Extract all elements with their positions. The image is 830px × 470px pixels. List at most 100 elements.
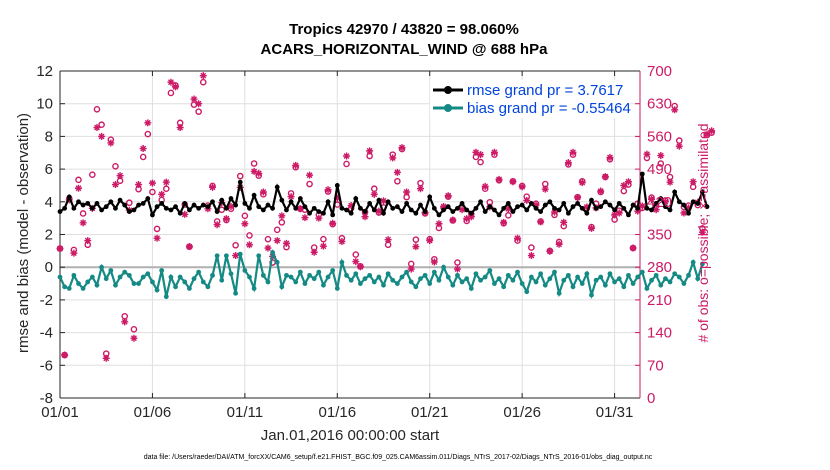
bias-point	[256, 253, 262, 259]
bias-point	[639, 269, 645, 275]
rmse-point	[478, 199, 483, 205]
bias-point	[528, 274, 534, 280]
bias-point	[210, 272, 215, 278]
bias-point	[653, 272, 659, 278]
obs-possible-point	[218, 206, 226, 214]
obs-assimilated-point	[356, 263, 364, 271]
rmse-point	[316, 209, 322, 215]
obs-assimilated-point	[703, 130, 711, 138]
rmse-point	[367, 201, 373, 206]
rmse-point	[260, 207, 266, 213]
obs-assimilated-point	[514, 234, 522, 242]
rmse-point	[66, 194, 72, 200]
obs-assimilated-point	[333, 194, 341, 202]
obs-assimilated-point	[620, 181, 628, 189]
bias-point	[459, 279, 465, 285]
obs-assimilated-point	[153, 234, 161, 242]
obs-possible-point	[504, 212, 512, 219]
obs-assimilated-point	[135, 181, 143, 189]
rmse-point	[247, 205, 252, 211]
bias-point	[307, 272, 312, 278]
obs-possible-point	[236, 172, 244, 180]
rmse-point	[219, 197, 225, 203]
rmse-point	[251, 192, 257, 198]
x-tick-label: 01/06	[134, 404, 172, 421]
obs-assimilated-point	[264, 244, 272, 252]
legend-rmse-marker	[444, 86, 452, 94]
rmse-point	[455, 205, 460, 211]
obs-assimilated-point	[107, 139, 115, 147]
bias-point	[464, 276, 470, 282]
obs-assimilated-point	[416, 185, 424, 193]
legend-bias-label: bias grand pr = -0.55464	[467, 100, 631, 117]
obs-possible-point	[126, 199, 133, 207]
obs-assimilated-point	[222, 215, 230, 223]
rmse-point	[80, 202, 86, 208]
bias-point	[441, 264, 446, 270]
obs-assimilated-point	[541, 185, 549, 193]
chart-title: Tropics 42970 / 43820 = 98.060%	[289, 21, 519, 38]
obs-assimilated-point	[319, 242, 327, 250]
bias-point	[556, 290, 562, 296]
bias-point	[251, 286, 257, 291]
obs-assimilated-point	[172, 83, 180, 91]
bias-point	[695, 276, 701, 282]
bias-point	[265, 279, 271, 285]
bias-point	[103, 276, 109, 282]
obs-assimilated-point	[453, 265, 461, 273]
bias-point	[584, 271, 590, 277]
rmse-point	[626, 212, 631, 218]
rmse-point	[427, 194, 433, 200]
bias-point	[140, 274, 146, 280]
rmse-point	[667, 207, 673, 213]
rmse-point	[704, 204, 710, 210]
rmse-point	[635, 205, 641, 211]
obs-possible-point	[153, 225, 161, 233]
obs-possible-point	[273, 226, 281, 234]
rmse-point	[390, 205, 396, 211]
rmse-point	[196, 205, 202, 211]
bias-point	[205, 284, 211, 290]
rmse-point	[233, 202, 239, 208]
obs-assimilated-point	[98, 132, 106, 140]
rmse-point	[339, 205, 345, 211]
error-series	[57, 171, 710, 300]
bias-point	[542, 282, 548, 288]
bias-point	[344, 272, 349, 278]
rmse-point	[353, 196, 359, 201]
obs-assimilated-point	[56, 245, 64, 253]
obs-assimilated-point	[671, 106, 679, 114]
rmse-point	[413, 210, 419, 216]
obs-assimilated-point	[564, 159, 572, 167]
obs-assimilated-point	[162, 178, 170, 186]
rmse-point	[492, 207, 497, 213]
rmse-point	[653, 201, 659, 206]
obs-possible-point	[246, 232, 253, 239]
obs-assimilated-point	[449, 216, 457, 224]
bias-point	[214, 253, 220, 259]
bias-point	[316, 269, 322, 275]
bias-point	[311, 276, 317, 282]
obs-assimilated-point	[245, 241, 253, 249]
obs-assimilated-point	[500, 218, 508, 226]
rmse-point	[699, 189, 705, 195]
rmse-point	[612, 207, 617, 213]
rmse-point	[140, 201, 146, 206]
obs-possible-point	[162, 185, 170, 193]
grid	[59, 70, 640, 399]
rmse-point	[168, 207, 174, 213]
tick-labels: 01/01 01/06 01/11 01/16 01/21 01/26 01/31 -8 -6 -…	[36, 63, 672, 421]
bias-point	[260, 272, 266, 278]
rmse-point	[690, 199, 696, 205]
obs-possible-point	[195, 108, 202, 115]
obs-assimilated-point	[606, 153, 614, 161]
rmse-point	[89, 205, 95, 211]
rmse-point	[607, 202, 613, 208]
rmse-point	[334, 183, 340, 188]
rmse-point	[85, 201, 91, 206]
obs-assimilated-point	[74, 184, 82, 192]
bias-point	[612, 279, 617, 285]
bias-point	[505, 272, 511, 278]
rmse-point	[177, 210, 183, 216]
rmse-point	[464, 207, 470, 213]
